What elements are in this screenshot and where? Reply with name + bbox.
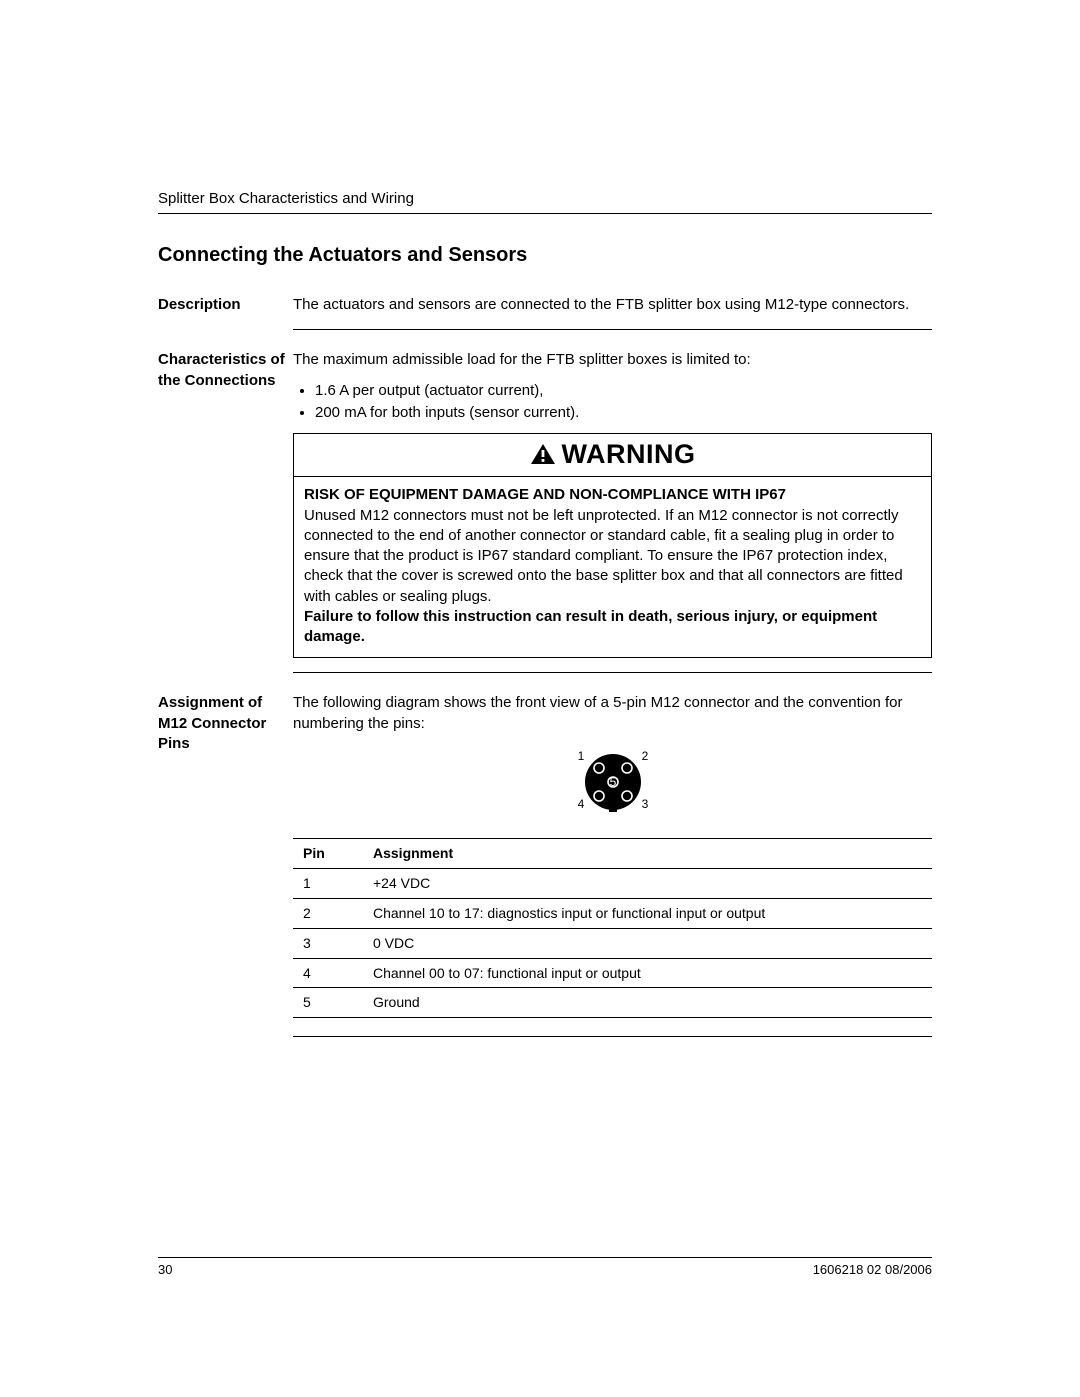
characteristics-list: 1.6 A per output (actuator current), 200… — [293, 381, 932, 424]
svg-text:3: 3 — [641, 797, 648, 811]
assignment-cell: Ground — [363, 988, 932, 1018]
description-text: The actuators and sensors are connected … — [293, 295, 932, 315]
pin-cell: 5 — [293, 988, 363, 1018]
svg-text:1: 1 — [577, 749, 584, 763]
table-row: 2Channel 10 to 17: diagnostics input or … — [293, 898, 932, 928]
characteristics-label: Characteristics of the Connections — [158, 350, 293, 391]
assignment-label: Assignment of M12 Connector Pins — [158, 693, 293, 754]
pin-table-header-pin: Pin — [293, 838, 363, 868]
table-row: 5Ground — [293, 988, 932, 1018]
svg-text:2: 2 — [641, 749, 648, 763]
section-title: Connecting the Actuators and Sensors — [158, 244, 932, 267]
page-number: 30 — [158, 1262, 172, 1277]
pin-table: Pin Assignment 1+24 VDC2Channel 10 to 17… — [293, 838, 932, 1018]
separator-rule — [293, 329, 932, 330]
pin-cell: 2 — [293, 898, 363, 928]
warning-header: WARNING — [294, 434, 931, 477]
separator-rule — [293, 672, 932, 673]
warning-box: WARNING RISK OF EQUIPMENT DAMAGE AND NON… — [293, 433, 932, 658]
header-rule — [158, 213, 932, 214]
assignment-cell: +24 VDC — [363, 868, 932, 898]
running-header: Splitter Box Characteristics and Wiring — [158, 190, 932, 207]
warning-subheading: RISK OF EQUIPMENT DAMAGE AND NON-COMPLIA… — [304, 486, 786, 503]
warning-body-text: Unused M12 connectors must not be left u… — [304, 507, 903, 605]
page-footer: 30 1606218 02 08/2006 — [158, 1257, 932, 1277]
separator-rule — [293, 1036, 932, 1037]
assignment-cell: 0 VDC — [363, 928, 932, 958]
svg-text:5: 5 — [609, 775, 616, 789]
warning-consequence: Failure to follow this instruction can r… — [304, 608, 877, 645]
warning-triangle-icon — [530, 443, 556, 465]
assignment-cell: Channel 00 to 07: functional input or ou… — [363, 958, 932, 988]
pin-cell: 3 — [293, 928, 363, 958]
connector-diagram: 1 2 3 4 5 — [293, 744, 932, 824]
svg-text:4: 4 — [577, 797, 584, 811]
table-row: 4Channel 00 to 07: functional input or o… — [293, 958, 932, 988]
doc-id: 1606218 02 08/2006 — [813, 1262, 932, 1277]
pin-table-header-assignment: Assignment — [363, 838, 932, 868]
assignment-cell: Channel 10 to 17: diagnostics input or f… — [363, 898, 932, 928]
assignment-block: Assignment of M12 Connector Pins The fol… — [158, 693, 932, 1037]
characteristics-bullet: 200 mA for both inputs (sensor current). — [315, 403, 932, 423]
warning-heading-text: WARNING — [562, 439, 696, 469]
description-label: Description — [158, 295, 293, 315]
pin-cell: 4 — [293, 958, 363, 988]
assignment-intro: The following diagram shows the front vi… — [293, 693, 932, 734]
characteristics-block: Characteristics of the Connections The m… — [158, 350, 932, 689]
pin-cell: 1 — [293, 868, 363, 898]
characteristics-intro: The maximum admissible load for the FTB … — [293, 350, 932, 370]
table-row: 30 VDC — [293, 928, 932, 958]
table-row: 1+24 VDC — [293, 868, 932, 898]
characteristics-bullet: 1.6 A per output (actuator current), — [315, 381, 932, 401]
description-block: Description The actuators and sensors ar… — [158, 295, 932, 346]
